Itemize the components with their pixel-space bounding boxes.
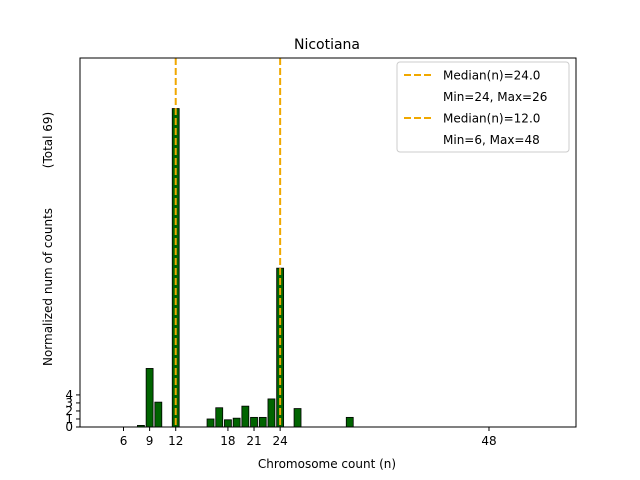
y-tick-label-1: 1 <box>65 412 73 426</box>
bar-26 <box>293 408 302 428</box>
x-tick-label-9: 9 <box>146 434 154 448</box>
bar-21 <box>250 416 258 428</box>
y-tick-label-3: 3 <box>65 396 73 410</box>
y-tick-label-4: 4 <box>65 388 73 402</box>
legend-label-1: Min=24, Max=26 <box>443 90 547 104</box>
bar-17 <box>215 407 224 428</box>
y-axis-label: Normalized num of counts <box>41 208 55 366</box>
y-axis-total-note: (Total 69) <box>41 112 55 168</box>
x-axis: 6 9 12 18 21 24 48 <box>120 427 497 448</box>
x-tick-label-12: 12 <box>168 434 183 448</box>
legend-box <box>396 61 570 153</box>
axes-frame <box>79 57 577 428</box>
x-tick-label-24: 24 <box>272 434 287 448</box>
x-tick-label-48: 48 <box>481 434 496 448</box>
legend-label-2: Median(n)=12.0 <box>443 112 540 126</box>
bar-9 <box>145 368 154 428</box>
y-tick-label-0: 0 <box>65 420 73 434</box>
bar-20 <box>241 405 250 428</box>
bar-22 <box>258 416 267 428</box>
x-tick-label-6: 6 <box>120 434 128 448</box>
bar-19 <box>232 417 241 428</box>
bar-10 <box>154 401 163 428</box>
x-tick-label-18: 18 <box>220 434 235 448</box>
bar-16 <box>206 418 215 428</box>
legend: Median(n)=24.0 Min=24, Max=26 Median(n)=12… <box>396 61 570 153</box>
legend-label-3: Min=6, Max=48 <box>443 133 540 147</box>
bar-18 <box>224 419 232 428</box>
bar-32 <box>345 416 354 428</box>
x-tick-label-21: 21 <box>246 434 261 448</box>
bar-23 <box>267 398 276 428</box>
chart-title: Nicotiana <box>294 37 360 53</box>
legend-label-0: Median(n)=24.0 <box>443 69 540 83</box>
x-axis-label: Chromosome count (n) <box>258 457 396 471</box>
y-tick-label-2: 2 <box>65 404 73 418</box>
